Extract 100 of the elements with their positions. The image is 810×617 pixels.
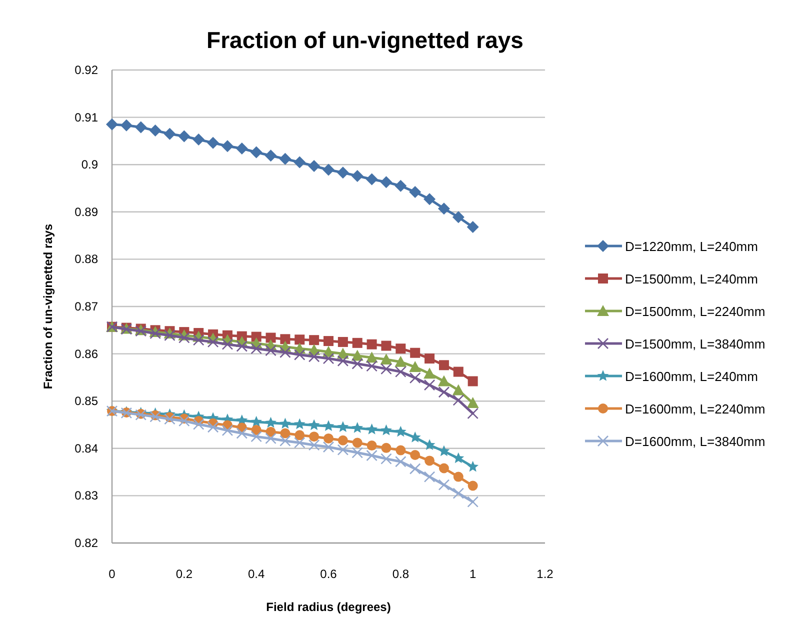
point (308, 419, 320, 430)
point (250, 342, 262, 354)
point (409, 463, 421, 474)
point (438, 463, 449, 474)
x-tick-label: 0.2 (176, 567, 193, 581)
x-tick-label: 0.6 (320, 567, 338, 581)
point (381, 442, 392, 453)
point (236, 142, 248, 155)
point (424, 354, 435, 364)
point (207, 136, 220, 149)
point (337, 421, 349, 432)
point (438, 445, 450, 456)
point (409, 361, 422, 372)
point (192, 334, 204, 346)
point (106, 118, 118, 130)
point (424, 193, 436, 206)
point (337, 444, 349, 456)
point (178, 415, 190, 427)
point (466, 396, 479, 408)
point (279, 152, 292, 165)
point (409, 186, 422, 198)
point (308, 350, 320, 362)
legend-label: D=1600mm, L=2240mm (625, 402, 766, 416)
point (164, 413, 176, 425)
point (337, 355, 349, 367)
point (394, 180, 407, 192)
point (453, 366, 464, 377)
point (352, 438, 362, 448)
point (352, 358, 364, 370)
legend-label: D=1500mm, L=240mm (625, 272, 758, 286)
point (438, 479, 450, 490)
point (381, 340, 392, 351)
y-tick-label: 0.82 (74, 536, 98, 550)
point (250, 416, 262, 427)
point (322, 352, 334, 364)
point (280, 334, 290, 344)
point (338, 435, 348, 446)
point (380, 453, 392, 464)
point (120, 119, 132, 132)
point (395, 366, 406, 378)
y-tick-label: 0.87 (74, 300, 98, 314)
point (380, 363, 392, 375)
y-tick-label: 0.83 (74, 488, 98, 503)
y-tick-label: 0.84 (74, 441, 98, 456)
point (324, 433, 334, 444)
point (250, 430, 262, 442)
point (424, 471, 436, 482)
point (309, 432, 320, 442)
point (452, 384, 464, 396)
point (452, 488, 464, 499)
point (366, 423, 378, 434)
point (294, 430, 305, 440)
point (324, 336, 334, 346)
point (352, 338, 362, 348)
point (192, 134, 205, 146)
point (394, 426, 406, 437)
point (294, 418, 306, 430)
point (424, 368, 436, 379)
y-tick-label: 0.91 (74, 110, 98, 124)
point (338, 336, 348, 347)
point (221, 140, 234, 152)
point (294, 334, 305, 345)
point (424, 379, 436, 391)
point (410, 450, 420, 460)
y-tick-label: 0.9 (81, 158, 98, 172)
point (352, 447, 364, 458)
x-tick-label: 0.8 (392, 567, 410, 581)
point (396, 445, 406, 456)
point (192, 418, 204, 430)
point (468, 376, 478, 386)
legend-label: D=1220mm, L=240mm (625, 239, 758, 254)
point (394, 356, 407, 367)
point (452, 394, 464, 406)
point (438, 360, 449, 370)
point (236, 340, 248, 352)
y-axis-title: Fraction of un-vignetted rays (41, 224, 55, 390)
point (424, 439, 436, 450)
point (453, 472, 464, 482)
point (466, 221, 479, 234)
point (366, 339, 377, 350)
x-axis-title: Field radius (degrees) (266, 600, 391, 614)
y-tick-label: 0.85 (74, 394, 98, 408)
chart-title: Fraction of un-vignetted rays (206, 27, 524, 53)
point (264, 150, 277, 162)
point (452, 452, 464, 464)
point (294, 349, 306, 360)
point (250, 146, 262, 158)
point (322, 164, 334, 176)
point (207, 336, 219, 348)
point (467, 460, 479, 472)
point (149, 124, 162, 137)
point (294, 437, 306, 448)
x-tick-label: 1.2 (536, 567, 554, 581)
point (280, 346, 291, 358)
point (395, 456, 406, 468)
point (308, 160, 320, 172)
point (178, 332, 190, 344)
point (236, 428, 248, 439)
point (336, 166, 349, 179)
point (265, 432, 276, 444)
